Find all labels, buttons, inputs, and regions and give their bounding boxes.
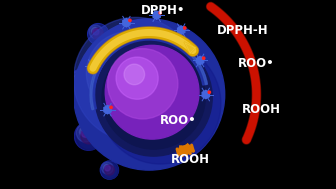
Circle shape <box>88 24 109 44</box>
Polygon shape <box>202 90 209 99</box>
Circle shape <box>208 91 210 93</box>
Circle shape <box>69 71 90 92</box>
Circle shape <box>110 106 112 108</box>
Polygon shape <box>153 11 160 19</box>
Polygon shape <box>89 62 96 70</box>
Circle shape <box>103 163 118 179</box>
Circle shape <box>89 25 108 44</box>
Polygon shape <box>197 56 204 65</box>
Circle shape <box>73 75 84 86</box>
Circle shape <box>108 49 178 119</box>
Circle shape <box>74 17 198 141</box>
Circle shape <box>102 46 205 149</box>
Text: ROOH: ROOH <box>171 153 210 166</box>
Circle shape <box>82 129 90 138</box>
Polygon shape <box>184 42 196 53</box>
Circle shape <box>81 128 96 144</box>
Circle shape <box>159 12 161 14</box>
Circle shape <box>74 76 92 94</box>
Circle shape <box>70 72 98 101</box>
Circle shape <box>92 28 104 40</box>
Circle shape <box>101 162 118 179</box>
Circle shape <box>75 77 85 87</box>
Circle shape <box>89 25 102 39</box>
Polygon shape <box>104 105 111 114</box>
Text: ROOH: ROOH <box>242 103 281 116</box>
Circle shape <box>104 165 114 175</box>
Text: ROO•: ROO• <box>238 57 275 70</box>
Circle shape <box>116 57 158 99</box>
Circle shape <box>95 63 97 65</box>
Circle shape <box>103 164 110 170</box>
Wedge shape <box>90 35 207 110</box>
Circle shape <box>79 127 89 137</box>
Circle shape <box>90 26 108 44</box>
Circle shape <box>203 57 205 59</box>
Circle shape <box>101 162 113 174</box>
Circle shape <box>76 123 102 150</box>
Circle shape <box>76 124 95 142</box>
Circle shape <box>71 73 98 100</box>
Text: ROO•: ROO• <box>160 115 197 127</box>
Circle shape <box>102 163 118 179</box>
Text: DPPH-H: DPPH-H <box>217 24 269 37</box>
Circle shape <box>129 19 131 22</box>
Circle shape <box>67 69 99 101</box>
Circle shape <box>75 122 103 150</box>
Circle shape <box>86 32 170 115</box>
Circle shape <box>105 166 110 171</box>
Circle shape <box>183 27 186 29</box>
Circle shape <box>91 27 98 35</box>
Circle shape <box>100 43 221 164</box>
Polygon shape <box>123 19 130 27</box>
Circle shape <box>100 161 119 179</box>
Polygon shape <box>178 26 185 34</box>
Polygon shape <box>184 42 196 53</box>
Polygon shape <box>243 130 251 141</box>
Wedge shape <box>90 35 207 110</box>
Circle shape <box>78 125 102 149</box>
Circle shape <box>77 124 102 150</box>
Circle shape <box>89 24 108 44</box>
Circle shape <box>74 19 225 170</box>
Circle shape <box>93 29 99 35</box>
Text: DPPH•: DPPH• <box>141 4 185 17</box>
Circle shape <box>95 39 212 156</box>
Circle shape <box>68 70 99 101</box>
Circle shape <box>124 64 144 85</box>
Circle shape <box>105 45 199 139</box>
